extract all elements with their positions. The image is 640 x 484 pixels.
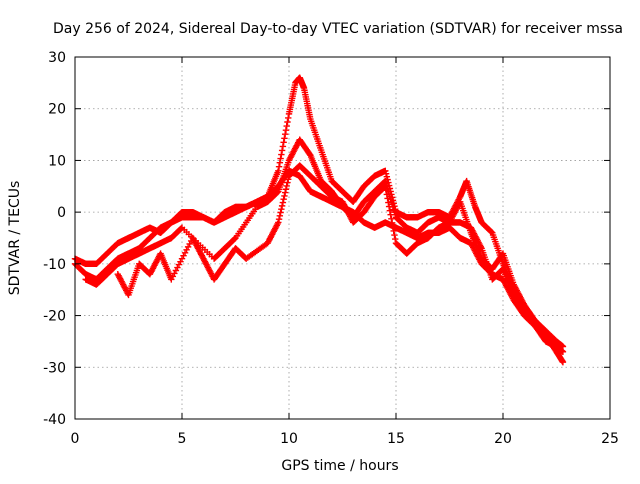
data-point (385, 203, 393, 210)
data-point (284, 179, 291, 186)
x-tick-label: 10 (280, 431, 298, 447)
data-point (386, 185, 394, 192)
data-point (283, 182, 290, 190)
data-point (283, 122, 290, 130)
data-point (275, 167, 282, 174)
y-tick-label: -10 (43, 257, 66, 273)
data-point (276, 212, 284, 220)
data-point (281, 192, 288, 200)
data-point (388, 219, 396, 227)
data-point (381, 183, 388, 191)
data-point (278, 205, 285, 213)
grid-lines (75, 57, 610, 419)
y-axis-label: SDTVAR / TECUs (7, 181, 23, 296)
data-point (174, 264, 181, 271)
data-point (183, 246, 190, 254)
series-track-1 (71, 167, 567, 355)
data-point (391, 203, 398, 210)
x-tick-label: 5 (178, 431, 187, 447)
x-tick-label: 20 (494, 431, 512, 447)
data-point (553, 343, 560, 350)
data-point (180, 252, 187, 259)
data-point (387, 211, 394, 218)
data-point (388, 215, 395, 222)
data-point (275, 219, 282, 226)
y-tick-label: -20 (43, 309, 66, 325)
data-point (384, 176, 391, 183)
series-track-3 (71, 74, 567, 350)
data-point (280, 139, 287, 146)
data-point (281, 189, 289, 196)
data-point (389, 197, 397, 204)
axis-ticks: 0 5 10 15 20 25 -40 -30 -20 -10 0 10 20 30 (43, 50, 619, 447)
data-point (178, 255, 186, 262)
data-point (277, 209, 284, 216)
plot-frame (74, 56, 611, 420)
data-point (392, 235, 399, 243)
data-point (278, 202, 286, 210)
data-point (384, 195, 391, 202)
data-point (386, 207, 394, 214)
data-point (383, 173, 391, 180)
data-point (385, 182, 393, 189)
data-point (282, 186, 290, 193)
y-tick-label: -30 (43, 360, 66, 376)
data-point (278, 147, 286, 154)
data-point (390, 200, 397, 207)
data-point (390, 227, 397, 235)
data-point (172, 267, 180, 274)
data-points (71, 74, 567, 366)
data-point (559, 343, 567, 350)
data-point (181, 249, 189, 256)
x-tick-label: 25 (601, 431, 619, 447)
data-point (285, 114, 292, 122)
data-point (382, 170, 390, 177)
data-point (552, 342, 559, 350)
series-track-4 (114, 162, 560, 350)
data-point (285, 176, 292, 183)
series-track-2 (82, 136, 567, 366)
y-tick-label: 10 (48, 153, 66, 169)
x-tick-label: 15 (387, 431, 405, 447)
y-tick-label: 30 (48, 50, 66, 66)
data-point (382, 167, 389, 174)
data-point (382, 187, 390, 194)
chart-title: Day 256 of 2024, Sidereal Day-to-day VTE… (53, 21, 623, 37)
x-tick-label: 0 (71, 431, 80, 447)
data-point (388, 194, 396, 201)
data-point (281, 135, 288, 142)
data-point (281, 131, 289, 138)
y-tick-label: 20 (48, 102, 66, 118)
data-point (275, 163, 283, 170)
data-point (282, 126, 290, 134)
data-point (177, 258, 184, 265)
data-point (280, 196, 287, 203)
data-point (184, 243, 192, 251)
data-point (559, 358, 567, 366)
data-point (387, 188, 394, 195)
data-point (279, 143, 287, 150)
data-point (392, 205, 399, 213)
data-point (391, 231, 398, 239)
data-point (278, 151, 285, 158)
data-point (382, 183, 389, 190)
data-point (175, 261, 183, 268)
data-point (389, 223, 397, 231)
data-point (385, 179, 392, 186)
y-tick-label: -40 (43, 412, 66, 428)
data-point (275, 215, 283, 223)
data-point (279, 199, 287, 206)
x-axis-label: GPS time / hours (281, 458, 398, 474)
data-point (186, 240, 193, 248)
data-point (385, 199, 392, 206)
data-point (277, 155, 284, 162)
data-point (284, 118, 291, 126)
data-point (383, 191, 391, 198)
y-tick-label: 0 (57, 205, 66, 221)
data-point (276, 159, 284, 166)
